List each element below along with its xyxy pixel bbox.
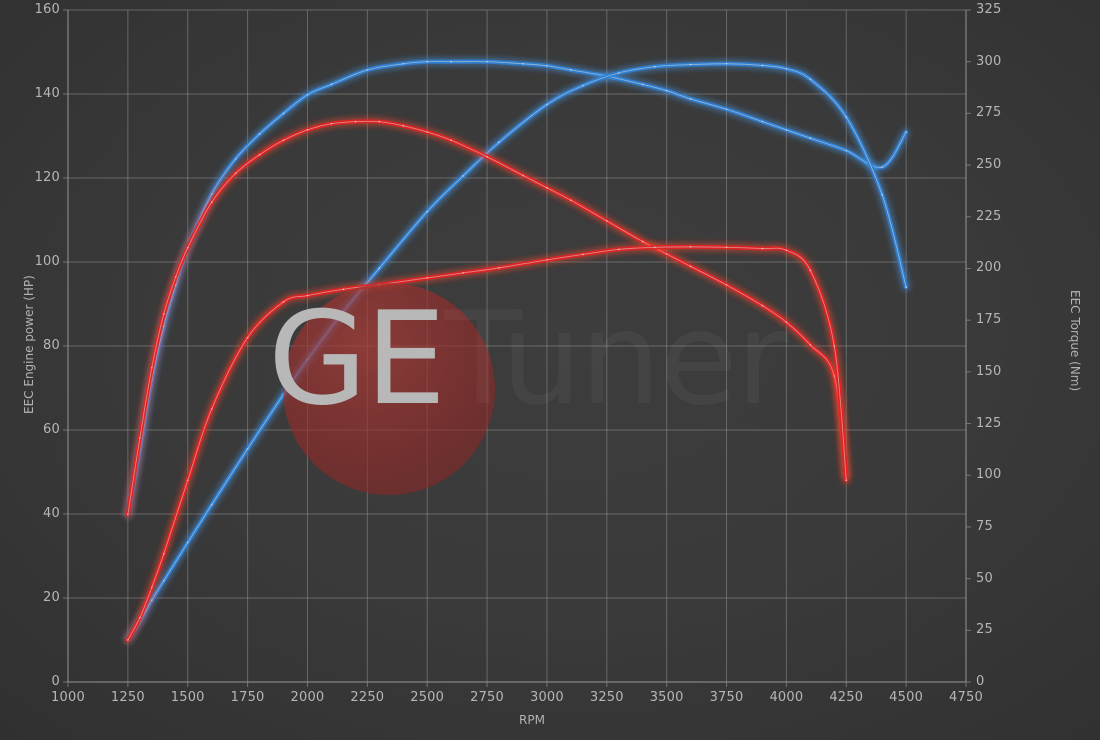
x-axis-tick-label: 4500 <box>889 690 924 705</box>
y-axis-left-tick-label: 0 <box>51 674 60 689</box>
y-axis-left-tick-label: 40 <box>43 506 60 521</box>
y-axis-right-tick-label: 325 <box>976 2 1002 17</box>
x-axis-tick-label: 3250 <box>589 690 624 705</box>
x-axis-tick-label: 1500 <box>170 690 205 705</box>
y-axis-right-tick-label: 75 <box>976 518 993 534</box>
y-axis-right-tick-label: 225 <box>976 208 1002 224</box>
y-axis-right-title: EEC Torque (Nm) <box>1068 290 1082 392</box>
x-axis-tick-label: 1000 <box>51 690 85 705</box>
x-axis-title: RPM <box>519 713 545 727</box>
x-axis-tick-label: 1750 <box>230 690 265 705</box>
y-axis-right-tick-label: 0 <box>976 674 985 689</box>
y-axis-right-tick-label: 150 <box>976 363 1002 379</box>
x-axis-tick-label: 2000 <box>290 690 325 705</box>
y-axis-right-tick-label: 300 <box>976 53 1002 69</box>
series-line <box>124 243 850 644</box>
y-axis-right-tick-label: 175 <box>976 312 1002 328</box>
y-axis-right-tick-label: 275 <box>976 105 1002 121</box>
y-axis-right-tick-label: 25 <box>976 622 993 638</box>
y-axis-left-tick-label: 100 <box>34 254 60 269</box>
y-axis-left-tick-label: 80 <box>43 338 60 353</box>
y-axis-right-tick-label: 50 <box>976 570 993 586</box>
series-line <box>124 117 850 519</box>
y-axis-right-tick-label: 125 <box>976 415 1002 431</box>
x-axis-tick-label: 3750 <box>709 690 744 705</box>
x-axis-tick-label: 4750 <box>949 690 983 705</box>
y-axis-right-tick-label: 250 <box>976 157 1002 173</box>
y-axis-left-title: EEC Engine power (HP) <box>22 275 36 414</box>
y-axis-right-tick-label: 200 <box>976 260 1002 276</box>
y-axis-left-tick-label: 60 <box>43 422 60 437</box>
x-axis-tick-label: 2250 <box>350 690 385 705</box>
x-axis-tick-label: 4250 <box>829 690 864 705</box>
y-axis-right-tick-label: 100 <box>976 467 1002 483</box>
series-layer <box>124 58 910 644</box>
x-axis-tick-label: 3500 <box>649 690 684 705</box>
x-axis-tick-label: 2750 <box>470 690 504 705</box>
plot-area <box>63 9 971 687</box>
x-axis-tick-label: 2500 <box>410 690 445 705</box>
x-axis-tick-label: 3000 <box>529 690 564 705</box>
x-axis-tick-label: 4000 <box>769 690 804 705</box>
y-axis-left-tick-label: 160 <box>34 2 60 17</box>
y-axis-left-tick-label: 20 <box>43 590 60 605</box>
y-axis-left-tick-label: 120 <box>34 170 60 185</box>
x-axis-tick-label: 1250 <box>110 690 145 705</box>
y-axis-left-tick-label: 140 <box>34 86 60 101</box>
